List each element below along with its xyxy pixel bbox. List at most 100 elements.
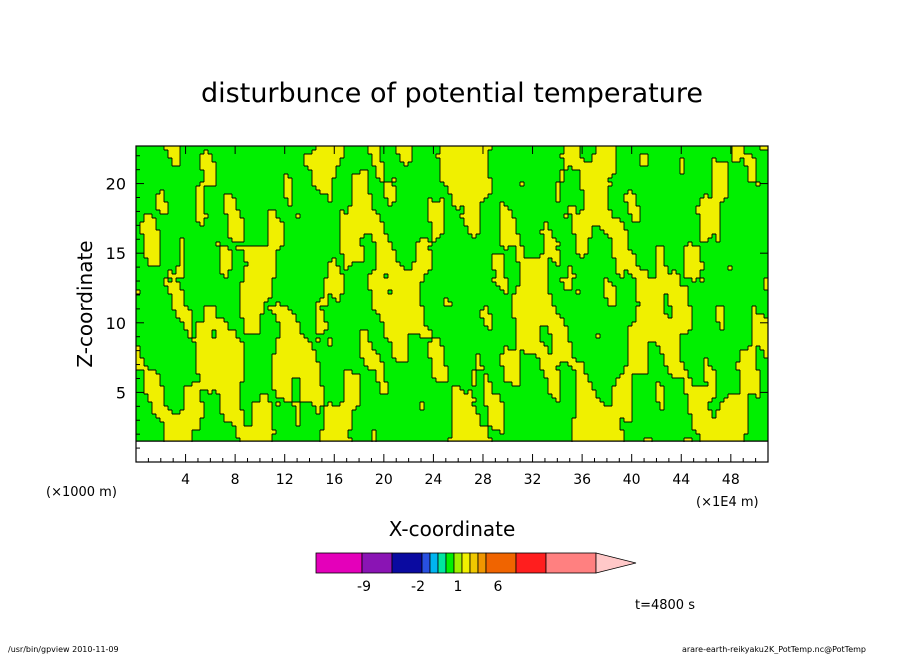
field-yellow: [316, 338, 320, 342]
field-yellow: [716, 414, 748, 418]
field-yellow: [244, 254, 276, 258]
field-yellow: [300, 378, 320, 382]
field-yellow: [144, 370, 156, 374]
field-yellow: [428, 354, 444, 358]
field-yellow: [368, 286, 420, 290]
field-yellow: [516, 326, 540, 330]
field-yellow: [720, 402, 748, 406]
field-yellow: [476, 354, 480, 358]
field-yellow: [572, 426, 620, 430]
field-yellow: [756, 182, 760, 186]
field-yellow: [360, 338, 368, 342]
field-yellow: [760, 346, 768, 350]
field-yellow: [628, 350, 648, 354]
field-yellow: [176, 266, 184, 270]
field-yellow: [136, 290, 140, 294]
field-yellow: [164, 146, 180, 150]
field-yellow: [764, 278, 768, 282]
field-yellow: [372, 234, 388, 238]
field-yellow: [600, 226, 624, 230]
field-yellow: [556, 194, 560, 198]
field-yellow: [752, 306, 756, 310]
field-yellow: [504, 350, 520, 354]
footer-right: arare-earth-reikyaku2K_PotTemp.nc@PotTem…: [682, 645, 866, 654]
field-yellow: [196, 218, 204, 222]
field-yellow: [472, 382, 476, 386]
field-yellow: [316, 406, 320, 410]
field-yellow: [720, 322, 724, 326]
field-yellow: [716, 234, 720, 238]
field-yellow: [484, 306, 488, 310]
field-yellow: [548, 382, 560, 386]
field-yellow: [440, 170, 488, 174]
field-yellow: [220, 406, 240, 410]
field-yellow: [308, 166, 336, 170]
field-yellow: [520, 266, 548, 270]
field-yellow: [372, 438, 376, 442]
field-yellow: [660, 346, 680, 350]
field-yellow: [452, 434, 488, 438]
field-yellow: [668, 366, 684, 370]
field-yellow: [440, 162, 488, 166]
field-yellow: [376, 310, 424, 314]
field-yellow: [360, 334, 368, 338]
field-yellow: [628, 334, 680, 338]
field-yellow: [344, 374, 360, 378]
field-yellow: [636, 290, 688, 294]
field-yellow: [392, 350, 408, 354]
field-yellow: [684, 270, 700, 274]
field-yellow: [184, 386, 240, 390]
field-yellow: [436, 154, 488, 158]
field-yellow: [396, 150, 412, 154]
field-yellow: [684, 382, 692, 386]
field-yellow: [324, 290, 344, 294]
field-yellow: [656, 382, 660, 386]
field-yellow: [740, 358, 756, 362]
field-yellow: [240, 290, 272, 294]
field-yellow: [556, 190, 560, 194]
field-yellow: [596, 334, 600, 338]
field-yellow: [656, 390, 664, 394]
field-yellow: [148, 262, 160, 266]
field-yellow: [476, 366, 484, 370]
field-yellow: [268, 214, 276, 218]
field-yellow: [152, 402, 164, 406]
field-yellow: [548, 330, 568, 334]
field-yellow: [340, 226, 384, 230]
field-yellow: [580, 182, 612, 186]
field-yellow: [204, 150, 208, 154]
field-yellow: [280, 330, 300, 334]
field-yellow: [452, 202, 480, 206]
field-yellow: [704, 194, 708, 198]
field-yellow: [636, 294, 664, 298]
field-yellow: [344, 394, 360, 398]
field-yellow: [740, 382, 760, 386]
field-yellow: [604, 230, 628, 234]
field-yellow: [284, 190, 292, 194]
field-yellow: [196, 202, 204, 206]
field-yellow: [428, 346, 444, 350]
field-yellow: [444, 302, 452, 306]
field-yellow: [268, 226, 284, 230]
field-yellow: [172, 158, 180, 162]
y-axis-label: Z-coordinate: [73, 240, 97, 367]
field-yellow: [388, 274, 424, 278]
field-yellow: [712, 170, 728, 174]
field-yellow: [416, 258, 432, 262]
field-yellow: [460, 214, 480, 218]
footer-left: /usr/bin/gpview 2010-11-09: [8, 645, 119, 654]
field-yellow: [512, 294, 552, 298]
field-yellow: [316, 330, 324, 334]
field-yellow: [712, 174, 728, 178]
field-yellow: [444, 182, 492, 186]
field-yellow: [576, 242, 588, 246]
field-yellow: [736, 366, 756, 370]
field-yellow: [432, 222, 444, 226]
field-yellow: [224, 210, 240, 214]
field-yellow: [380, 382, 388, 386]
field-yellow: [180, 238, 184, 242]
colorbar-swatch: [315, 552, 363, 574]
field-yellow: [224, 274, 228, 278]
